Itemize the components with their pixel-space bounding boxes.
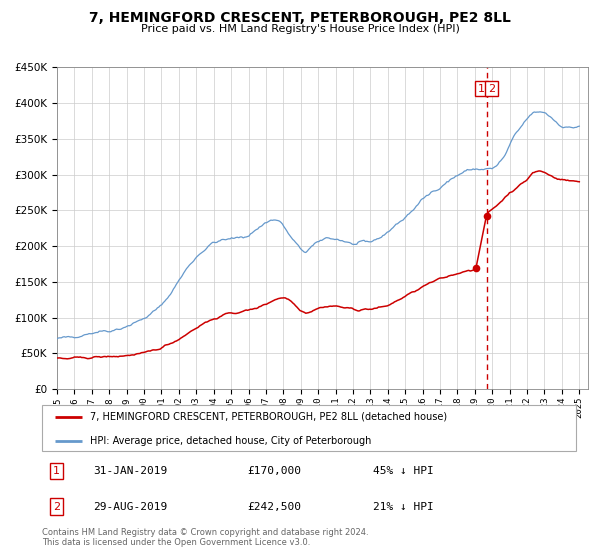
Text: 29-AUG-2019: 29-AUG-2019 [93,502,167,511]
Text: Price paid vs. HM Land Registry's House Price Index (HPI): Price paid vs. HM Land Registry's House … [140,24,460,34]
Text: 2: 2 [53,502,60,511]
Text: 45% ↓ HPI: 45% ↓ HPI [373,466,434,476]
Text: 7, HEMINGFORD CRESCENT, PETERBOROUGH, PE2 8LL (detached house): 7, HEMINGFORD CRESCENT, PETERBOROUGH, PE… [90,412,447,422]
Text: 1: 1 [478,83,485,94]
Text: HPI: Average price, detached house, City of Peterborough: HPI: Average price, detached house, City… [90,436,371,446]
Text: 31-JAN-2019: 31-JAN-2019 [93,466,167,476]
Text: 21% ↓ HPI: 21% ↓ HPI [373,502,434,511]
Text: 7, HEMINGFORD CRESCENT, PETERBOROUGH, PE2 8LL: 7, HEMINGFORD CRESCENT, PETERBOROUGH, PE… [89,11,511,25]
Text: Contains HM Land Registry data © Crown copyright and database right 2024.
This d: Contains HM Land Registry data © Crown c… [42,528,368,547]
Text: £170,000: £170,000 [248,466,302,476]
FancyBboxPatch shape [42,405,576,451]
Text: 1: 1 [53,466,59,476]
Text: 2: 2 [488,83,495,94]
Text: £242,500: £242,500 [248,502,302,511]
